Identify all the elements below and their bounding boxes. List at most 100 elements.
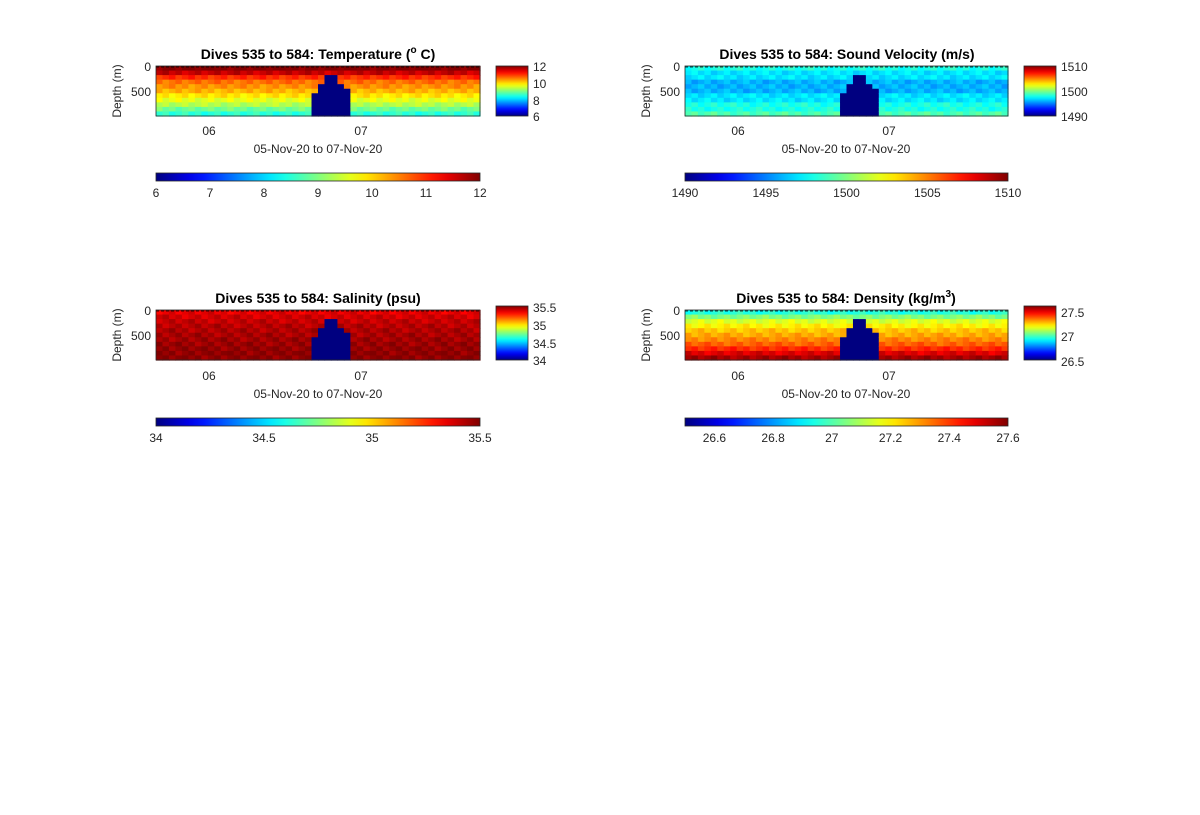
temperature-cell	[168, 102, 177, 108]
sound-velocity-cell	[911, 88, 919, 94]
salinity-cell	[434, 328, 442, 334]
temperature-cell	[382, 88, 390, 94]
sound-velocity-cell	[865, 97, 873, 103]
density-cell	[781, 310, 789, 316]
salinity-cell	[350, 341, 358, 347]
sound-velocity-cell	[924, 106, 932, 113]
salinity-cell	[389, 314, 397, 320]
salinity-cell	[441, 314, 449, 320]
density-cell	[820, 323, 828, 329]
sound-velocity-cell	[697, 88, 705, 94]
sound-velocity-cell	[949, 79, 957, 85]
temperature-side-colorbar	[495, 65, 529, 117]
temperature-cell	[188, 88, 196, 94]
sound-velocity-cell	[885, 70, 893, 76]
sound-velocity-cell	[885, 84, 893, 90]
density-cell	[820, 350, 828, 357]
salinity-cell	[363, 355, 371, 361]
density-cell	[743, 314, 751, 320]
salinity-cell	[311, 323, 319, 329]
density-cell	[697, 355, 705, 361]
salinity-cell	[395, 323, 403, 329]
temperature-cell	[305, 79, 313, 85]
density-cell	[756, 337, 764, 343]
temperature-cell	[220, 84, 228, 90]
sound-velocity-cell	[717, 66, 725, 72]
sound-velocity-cell	[975, 84, 983, 90]
density-cell	[840, 323, 848, 329]
salinity-cell	[181, 310, 189, 316]
density-cell	[697, 341, 705, 347]
salinity-cell	[194, 319, 202, 325]
sound-velocity-cell	[775, 70, 783, 76]
sound-velocity-ytick-0: 0	[673, 60, 680, 74]
temperature-cell	[408, 75, 416, 81]
density-cell	[852, 341, 861, 347]
sound-velocity-cell	[995, 93, 1003, 99]
density-cbar-bottom-tick: 27.6	[996, 431, 1020, 445]
density-cell	[794, 328, 802, 334]
sound-velocity-cell	[975, 102, 983, 108]
density-cell	[982, 350, 990, 357]
sound-velocity-cell	[685, 106, 693, 113]
salinity-cell	[220, 355, 228, 361]
sound-velocity-cell	[840, 93, 848, 99]
salinity-cell	[188, 350, 196, 357]
sound-velocity-cell	[814, 75, 822, 81]
temperature-cell	[298, 93, 306, 99]
temperature-cell	[246, 97, 254, 103]
salinity-cell	[201, 328, 209, 334]
temperature-cell	[175, 79, 183, 85]
density-cell	[1001, 355, 1009, 361]
temperature-cell	[363, 70, 371, 76]
sound-velocity-cell	[685, 88, 693, 94]
sound-velocity-cell	[852, 106, 861, 113]
temperature-cell	[454, 106, 462, 113]
sound-velocity-cell	[736, 97, 744, 103]
salinity-cell	[168, 346, 177, 352]
salinity-cell	[181, 323, 189, 329]
sound-velocity-cell	[820, 111, 828, 117]
temperature-cell	[272, 84, 280, 90]
salinity-cell	[240, 350, 248, 357]
sound-velocity-cell	[749, 75, 757, 81]
salinity-cell	[240, 328, 248, 334]
salinity-cell	[233, 341, 241, 347]
temperature-cell	[415, 70, 423, 76]
temperature-cell	[447, 79, 455, 85]
salinity-cell	[473, 346, 481, 352]
salinity-cell	[350, 319, 358, 325]
sound-velocity-cell	[717, 106, 725, 113]
salinity-cell	[467, 350, 475, 357]
salinity-cell	[460, 314, 468, 320]
temperature-cell	[292, 88, 300, 94]
density-cell	[917, 332, 925, 338]
density-cell	[827, 355, 835, 361]
temperature-cell	[292, 106, 300, 113]
sound-velocity-cbar-tick-1510: 1510	[1061, 60, 1088, 74]
temperature-cell	[460, 88, 468, 94]
temperature-cell	[441, 79, 449, 85]
sound-velocity-cell	[949, 88, 957, 94]
salinity-cell	[162, 346, 170, 352]
density-cell	[704, 328, 712, 334]
salinity-cell	[318, 346, 326, 352]
density-cell	[898, 355, 906, 361]
salinity-cell	[369, 355, 377, 361]
temperature-cell	[434, 111, 442, 117]
density-cell	[840, 355, 848, 361]
sound-velocity-cell	[730, 66, 738, 72]
temperature-cell	[285, 70, 293, 76]
temperature-cell	[415, 79, 423, 85]
sound-velocity-cell	[736, 102, 744, 108]
density-cell	[936, 332, 944, 338]
sound-velocity-cell	[781, 75, 789, 81]
density-cell	[768, 350, 777, 357]
sound-velocity-cbar-bottom-tick: 1505	[914, 186, 941, 200]
salinity-cell	[421, 323, 429, 329]
density-cell	[768, 319, 777, 325]
temperature-cell	[168, 70, 177, 76]
density-cell	[956, 310, 964, 316]
sound-velocity-cell	[794, 84, 802, 90]
salinity-cell	[188, 310, 196, 316]
